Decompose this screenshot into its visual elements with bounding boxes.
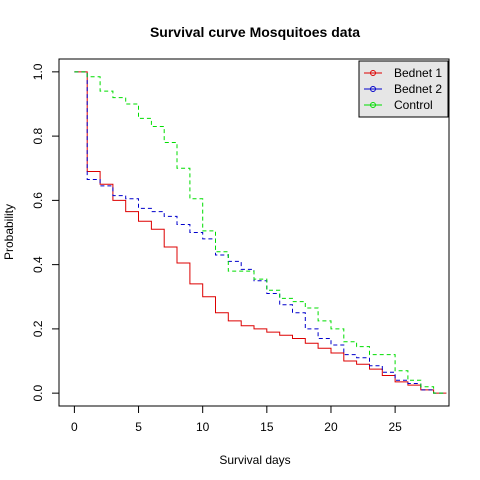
chart-title: Survival curve Mosquitoes data	[150, 24, 360, 40]
legend-marker	[370, 70, 376, 76]
x-axis: 0 5 10 15 20 25	[71, 405, 402, 434]
y-tick-label: 0.0	[31, 384, 45, 401]
legend-marker	[370, 86, 376, 92]
legend-label: Bednet 1	[394, 66, 442, 80]
x-tick-label: 25	[388, 420, 402, 434]
y-tick-label: 1.0	[31, 63, 45, 80]
x-tick-label: 10	[196, 420, 210, 434]
x-tick-label: 5	[135, 420, 142, 434]
legend-marker	[370, 102, 376, 108]
y-tick-label: 0.4	[31, 256, 45, 273]
x-axis-label: Survival days	[219, 453, 290, 467]
y-axis-label: Probability	[2, 204, 16, 260]
x-tick-label: 15	[260, 420, 274, 434]
survival-curves	[74, 71, 447, 394]
series-line-bednet-1	[74, 71, 447, 394]
x-tick-label: 0	[71, 420, 78, 434]
x-tick-label: 20	[324, 420, 338, 434]
legend-label: Bednet 2	[394, 82, 442, 96]
y-tick-label: 0.8	[31, 127, 45, 144]
legend: Bednet 1 Bednet 2 Control	[358, 60, 449, 118]
legend-label: Control	[394, 98, 433, 112]
y-axis: 0.0 0.2 0.4 0.6 0.8 1.0	[31, 63, 60, 401]
y-tick-label: 0.2	[31, 320, 45, 337]
series-line-bednet-2	[74, 71, 447, 394]
series-line-control	[74, 71, 447, 394]
y-tick-label: 0.6	[31, 192, 45, 209]
